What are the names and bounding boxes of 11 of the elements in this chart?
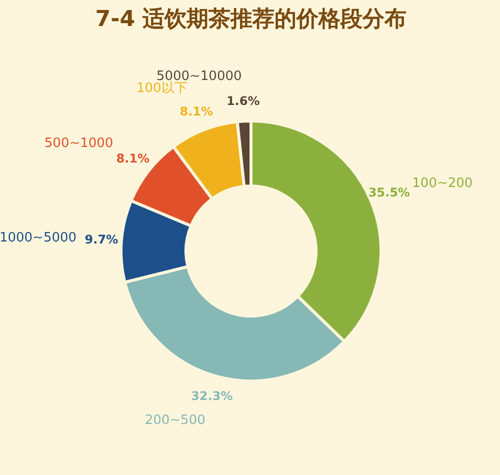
- data-label: 35.5%: [368, 186, 410, 200]
- slice-label: 200~500: [144, 412, 206, 428]
- slice-label: 500~1000: [44, 136, 114, 152]
- data-label: 9.7%: [84, 232, 118, 246]
- data-label: 1.6%: [226, 94, 260, 108]
- data-label: 32.3%: [191, 388, 233, 403]
- slice-label: 1000~5000: [0, 230, 77, 246]
- chart-title: 7-4 适饮期茶推荐的价格段分布: [95, 7, 407, 32]
- data-label: 8.1%: [116, 152, 150, 166]
- data-label: 8.1%: [180, 104, 214, 118]
- slice-label: 100~200: [412, 176, 473, 191]
